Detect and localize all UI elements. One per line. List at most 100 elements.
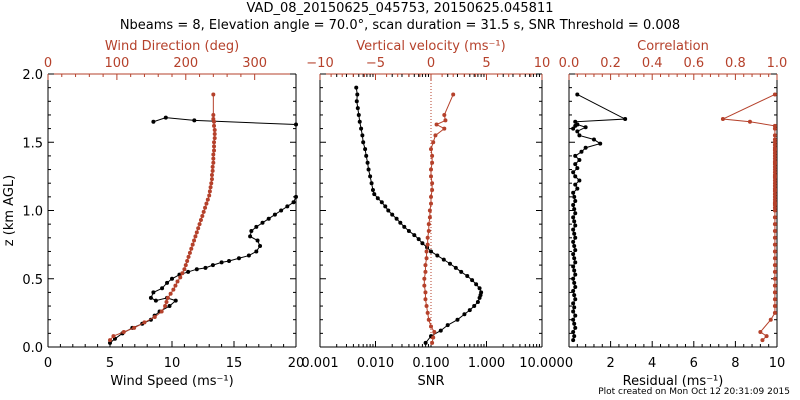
panel-0-series-2-point-38 [209,177,214,182]
panel-1-series-0-point-19 [441,257,446,262]
panel-1-series-1-point-23 [430,188,435,193]
panel-0-series-2-point-22 [190,242,195,247]
panel-2-series-1-point-14 [772,242,777,247]
panel-1-xtick-label-3: 1.000 [468,356,505,371]
panel-0-series-2-point-8 [164,299,169,304]
panel-2-series-0-point-1 [572,334,577,339]
panel-2-xtick-label-0: 0 [565,356,573,371]
panel-2-series-0-point-7 [571,309,576,314]
panel-0-series-0-point-11 [153,298,158,303]
panel-1-series-1-point-17 [426,228,431,233]
panel-0-series-0-point-27 [258,243,263,248]
panel-1-series-1-point-7 [423,297,428,302]
panel-0-series-2-point-16 [182,267,187,272]
panel-2-series-0-point-16 [573,272,578,277]
panel-1-series-1-point-16 [425,235,430,240]
panel-2-series-0-point-21 [571,252,576,257]
panel-2-series-0-point-28 [573,223,578,228]
panel-0-series-2-point-4 [142,320,147,325]
panel-2-series-0-point-57 [573,119,578,124]
panel-2-series-1-point-30 [772,133,777,138]
panel-1-series-0-point-5 [462,312,467,317]
panel-0-series-2-point-5 [152,314,157,319]
panel-2-series-0-point-40 [573,174,578,179]
panel-0-series-2-point-27 [197,222,202,227]
panel-1-series-1-point-26 [429,167,433,172]
panel-0-series-0-point-26 [254,249,259,254]
panel-0-series-2-line [109,94,216,341]
y-axis-label: z (km AGL) [2,175,17,246]
panel-0-series-2-point-34 [207,193,212,198]
panel-0-series-0-point-21 [210,263,215,268]
panel-2-series-1-point-39 [772,183,777,188]
panel-1-series-0-point-35 [372,192,377,197]
panel-0-series-2-point-20 [187,250,192,255]
panel-0-series-0-point-23 [227,259,232,264]
panel-1-series-1-point-27 [430,160,435,165]
panel-1-series-0-point-44 [360,133,365,138]
panel-0-series-2-point-55 [211,92,216,97]
panel-2-series-0-point-13 [573,284,578,289]
panel-1-series-0-point-6 [467,308,472,313]
panel-1-series-0-point-40 [365,160,370,165]
panel-2-series-1-point-54 [747,119,752,124]
panel-0-series-2-point-29 [200,213,205,218]
panel-2-series-0-point-30 [571,215,576,220]
panel-1-series-0-point-42 [363,147,368,152]
panel-2-series-0-point-12 [571,289,576,294]
panel-2-series-0-point-15 [571,276,576,281]
panel-1-series-1-point-36 [451,92,456,97]
panel-1-series-1-point-10 [422,276,427,281]
panel-1-series-0-point-20 [435,253,440,258]
panel-1-series-0-point-14 [470,278,475,283]
panel-0-top-tick-label-1: 100 [104,56,129,71]
panel-2-series-0-point-37 [575,186,580,191]
panel-1-series-0-point-11 [479,290,484,295]
panel-1-bottom-axis-label: SNR [417,374,444,389]
panel-0-xtick-label-2: 10 [164,356,181,371]
panel-0-series-2-point-21 [189,246,194,251]
panel-2-xtick-label-5: 10 [769,356,786,371]
panel-2-series-1-point-0 [760,338,765,343]
panel-2-series-0-point-6 [573,313,578,318]
panel-0-series-2-point-36 [208,185,213,190]
panel-2-series-0-point-17 [572,268,577,273]
panel-0-series-2-point-45 [212,148,217,153]
panel-2-series-0-point-2 [571,329,576,334]
panel-0-top-tick-label-2: 200 [173,56,198,71]
panel-2-top-tick-label-3: 0.6 [683,56,704,71]
panel-1-top-axis-label: Vertical velocity (ms⁻¹) [356,39,505,54]
panel-1-series-0-point-18 [448,261,453,266]
panel-1-series-0-point-7 [472,304,477,309]
panel-0-series-2-point-46 [212,144,217,149]
panel-2-series-1-point-15 [772,235,777,240]
panel-1-top-tick-label-1: −5 [366,56,385,71]
panel-0-series-2-point-39 [209,173,214,178]
panel-1-series-0-point-12 [477,286,482,291]
panel-2-xtick-label-1: 2 [606,356,614,371]
panel-0-series-0-point-16 [170,276,174,281]
panel-1-series-0-point-15 [465,274,470,279]
panel-0-series-0-point-24 [236,256,241,261]
panel-1-xtick-label-4: 10.000 [519,356,565,371]
panel-1-series-0-point-27 [402,224,407,229]
panel-0-series-0-point-32 [260,220,265,225]
panel-1-series-1-point-25 [429,174,433,179]
panel-0-series-0-point-36 [285,204,290,209]
panel-1-series-1-point-32 [442,126,447,131]
panel-1-series-1-point-3 [429,324,433,329]
panel-0-series-2-point-48 [212,136,217,141]
panel-2-series-0-point-55 [571,126,576,131]
panel-2-series-1-line [721,94,776,341]
panel-0-series-2-point-19 [186,254,191,259]
panel-2-series-0-point-10 [573,297,578,302]
panel-2-series-0-point-42 [575,166,580,171]
panel-2-series-0-point-32 [572,207,577,212]
panel-2-series-1-point-17 [772,222,777,227]
panel-1-series-1-point-20 [427,208,432,213]
panel-2-series-0-point-45 [573,153,578,158]
panel-0-series-1-point-0 [151,119,156,124]
panel-1-top-tick-label-0: −10 [306,56,333,71]
panel-1-series-0-point-49 [354,99,359,104]
